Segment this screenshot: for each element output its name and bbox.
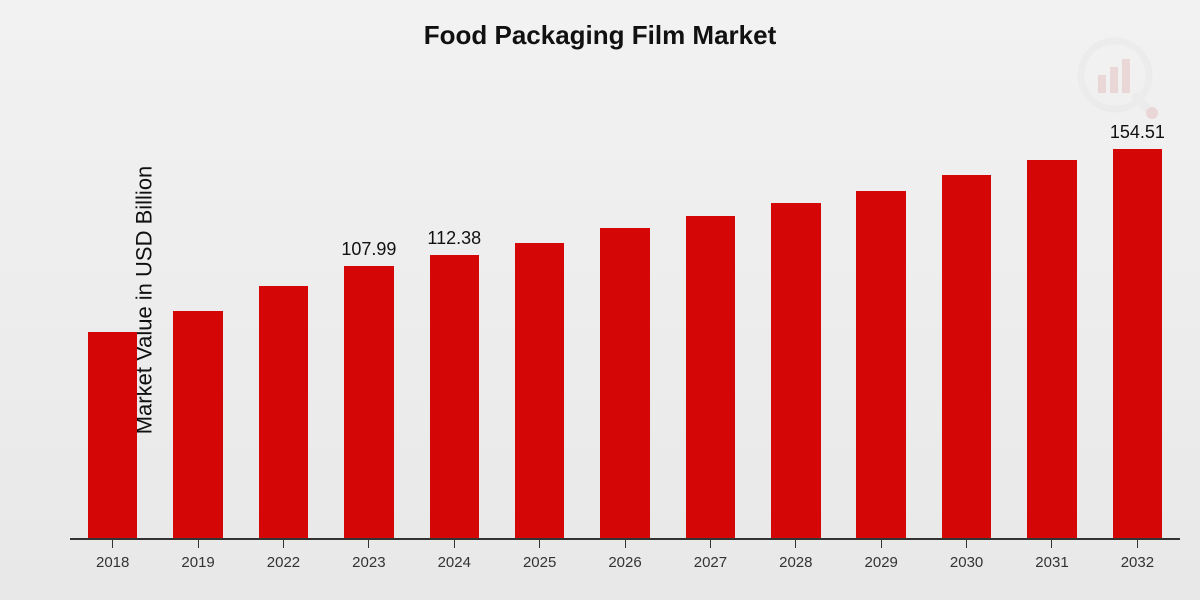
bar	[1113, 149, 1163, 538]
x-tick: 2032	[1095, 540, 1180, 600]
tick-mark	[966, 540, 967, 548]
bar-slot: 154.51	[1095, 110, 1180, 538]
tick-mark	[625, 540, 626, 548]
bar-slot	[241, 110, 326, 538]
bar	[686, 216, 736, 538]
x-tick: 2031	[1009, 540, 1094, 600]
x-tick-label: 2028	[779, 554, 812, 571]
x-tick: 2018	[70, 540, 155, 600]
bar-slot	[582, 110, 667, 538]
bar-slot	[753, 110, 838, 538]
x-tick: 2029	[839, 540, 924, 600]
x-tick-label: 2027	[694, 554, 727, 571]
tick-mark	[795, 540, 796, 548]
tick-mark	[368, 540, 369, 548]
tick-mark	[283, 540, 284, 548]
bar-slot	[924, 110, 1009, 538]
bar	[430, 255, 480, 538]
x-tick-label: 2029	[865, 554, 898, 571]
bar	[259, 286, 309, 538]
bar	[942, 175, 992, 538]
bar-slot: 112.38	[412, 110, 497, 538]
bar	[600, 228, 650, 538]
x-tick: 2024	[412, 540, 497, 600]
bar	[173, 311, 223, 538]
x-tick: 2030	[924, 540, 1009, 600]
bar-value-label: 107.99	[341, 239, 396, 260]
tick-mark	[1051, 540, 1052, 548]
bar-slot	[839, 110, 924, 538]
tick-mark	[539, 540, 540, 548]
x-tick-label: 2018	[96, 554, 129, 571]
x-tick-label: 2022	[267, 554, 300, 571]
bar	[771, 203, 821, 538]
x-tick: 2019	[155, 540, 240, 600]
chart-container: Food Packaging Film Market Market Value …	[0, 0, 1200, 600]
x-tick: 2026	[582, 540, 667, 600]
bar	[344, 266, 394, 538]
bar-slot	[155, 110, 240, 538]
x-tick: 2028	[753, 540, 838, 600]
bar	[856, 191, 906, 538]
tick-mark	[710, 540, 711, 548]
tick-mark	[198, 540, 199, 548]
tick-mark	[1137, 540, 1138, 548]
bar-slot: 107.99	[326, 110, 411, 538]
x-tick: 2025	[497, 540, 582, 600]
x-tick: 2023	[326, 540, 411, 600]
x-tick-label: 2025	[523, 554, 556, 571]
bars-group: 107.99 112.38 154.51	[70, 110, 1180, 538]
bar-value-label: 112.38	[427, 228, 481, 249]
chart-title: Food Packaging Film Market	[0, 20, 1200, 51]
bar	[515, 243, 565, 538]
x-tick-label: 2023	[352, 554, 385, 571]
tick-mark	[112, 540, 113, 548]
x-tick-label: 2024	[438, 554, 471, 571]
x-tick-label: 2019	[181, 554, 214, 571]
bar-slot	[1009, 110, 1094, 538]
tick-mark	[881, 540, 882, 548]
bar	[1027, 160, 1077, 538]
x-tick-label: 2032	[1121, 554, 1154, 571]
bar-slot	[70, 110, 155, 538]
x-tick: 2022	[241, 540, 326, 600]
bar-slot	[668, 110, 753, 538]
x-tick-label: 2030	[950, 554, 983, 571]
tick-mark	[454, 540, 455, 548]
bar	[88, 332, 138, 538]
x-axis: 2018 2019 2022 2023 2024 2025 2026 2027 2028 2029…	[70, 540, 1180, 600]
x-tick-label: 2031	[1035, 554, 1068, 571]
x-tick-label: 2026	[608, 554, 641, 571]
bar-slot	[497, 110, 582, 538]
x-tick: 2027	[668, 540, 753, 600]
plot-area: 107.99 112.38 154.51	[70, 110, 1180, 540]
bar-value-label: 154.51	[1110, 122, 1165, 143]
